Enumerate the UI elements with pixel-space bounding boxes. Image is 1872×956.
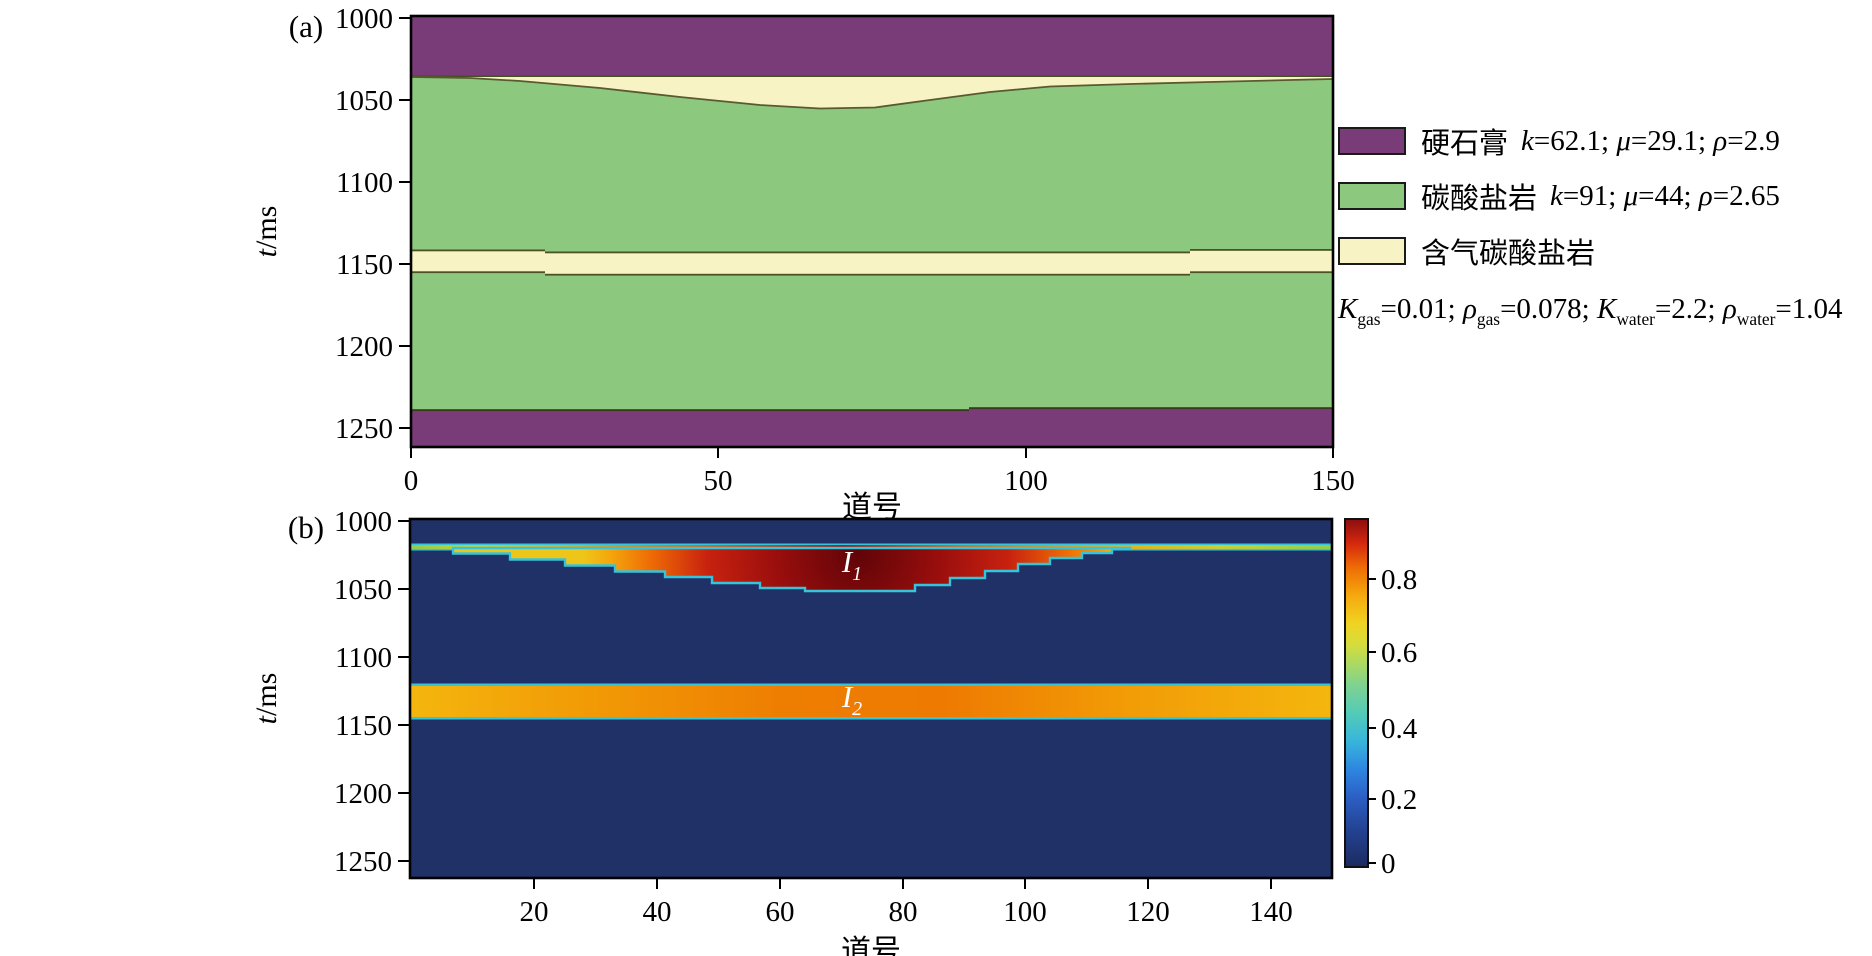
bottom-interface-line xyxy=(411,409,969,412)
panel-a-ytick-label: 1150 xyxy=(336,249,393,281)
panel-b-xtick-label: 60 xyxy=(766,896,795,928)
band-bottom-line xyxy=(545,273,1190,276)
colorbar-tick-label: 0.4 xyxy=(1381,713,1418,745)
panel-a-ytick-label: 1100 xyxy=(336,167,393,199)
colorbar-tick-label: 0.8 xyxy=(1381,564,1417,596)
panel-b-xtick-label: 40 xyxy=(643,896,672,928)
colorbar: 0 0.2 0.4 0.6 0.8 xyxy=(1344,518,1418,880)
panel-a-ytick-label: 1050 xyxy=(335,85,393,117)
legend-fluid-parameters: Kgas=0.01; ρgas=0.078; Kwater=2.2; ρwate… xyxy=(1338,293,1843,329)
legend-swatch-carbonate xyxy=(1338,182,1406,210)
panel-b-ytick-label: 1150 xyxy=(335,710,392,742)
band-top-line xyxy=(545,251,1190,254)
panel-b-xtick-label: 120 xyxy=(1126,896,1170,928)
panel-b-ytick-label: 1050 xyxy=(334,574,392,606)
band-bottom-line xyxy=(1190,271,1333,274)
colorbar-tick-label: 0 xyxy=(1381,848,1396,880)
panel-b-xtick-label: 80 xyxy=(889,896,918,928)
top-interface-line xyxy=(411,75,1333,77)
legend-label-carbonate: 碳酸盐岩 xyxy=(1421,183,1538,215)
panel-b-ylabel: t/ms xyxy=(250,673,283,725)
legend-params-anhydrite: k=62.1; μ=29.1; ρ=2.9 xyxy=(1521,124,1780,157)
panel-a-ytick-label: 1250 xyxy=(335,413,393,445)
band-top-line xyxy=(411,249,545,252)
panel-b-xtick-label: 20 xyxy=(520,896,549,928)
panel-b-ytick-label: 1200 xyxy=(334,778,392,810)
panel-b-tag: (b) xyxy=(288,510,324,545)
annotation-I2: I2 xyxy=(841,679,862,720)
legend-label-gas-carbonate: 含气碳酸盐岩 xyxy=(1421,238,1596,270)
panel-a-frame xyxy=(409,14,1335,449)
anhydrite-bottom-layer xyxy=(969,408,1333,447)
panel-b-frame xyxy=(408,517,1334,880)
colorbar-tick-label: 0.2 xyxy=(1381,784,1417,816)
anhydrite-bottom-layer xyxy=(411,410,969,447)
panel-b-xtick-label: 140 xyxy=(1249,896,1293,928)
i2-band-reflection xyxy=(410,686,1332,717)
gas-layer-band xyxy=(1190,249,1333,273)
gas-wedge-base-curve xyxy=(410,76,1334,110)
panel-a-xtick-label: 100 xyxy=(1004,465,1048,497)
panel-a-xtick-label: 150 xyxy=(1311,465,1355,497)
bottom-interface-line xyxy=(969,407,1333,410)
gas-layer-band xyxy=(411,250,545,273)
panel-a-xtick-label: 50 xyxy=(704,465,733,497)
panel-a-xtick-label: 0 xyxy=(404,465,419,497)
panel-a-ytick-label: 1000 xyxy=(335,3,393,35)
panel-a-ytick-label: 1200 xyxy=(335,331,393,363)
anhydrite-top-layer xyxy=(411,16,1333,76)
legend-swatch-gas-carbonate xyxy=(1338,237,1406,265)
legend-item-anhydrite: 硬石膏 k=62.1; μ=29.1; ρ=2.9 xyxy=(1338,125,1872,160)
legend-params-carbonate: k=91; μ=44; ρ=2.65 xyxy=(1550,179,1780,212)
colorbar-tick-label: 0.6 xyxy=(1381,637,1417,669)
band-bottom-line xyxy=(411,271,545,274)
legend-item-carbonate: 碳酸盐岩 k=91; μ=44; ρ=2.65 xyxy=(1338,180,1872,215)
panel-b-xlabel: 道号 xyxy=(841,935,901,956)
panel-a-tag: (a) xyxy=(289,9,323,44)
i1-wedge-reflection xyxy=(451,546,1132,593)
panel-b-ytick-label: 1000 xyxy=(334,506,392,538)
colorbar-bar xyxy=(1344,518,1369,868)
panel-b-ytick-label: 1100 xyxy=(335,642,392,674)
legend: 硬石膏 k=62.1; μ=29.1; ρ=2.9 碳酸盐岩 k=91; μ=4… xyxy=(1338,125,1872,329)
band-top-line xyxy=(1190,249,1333,251)
gas-wedge xyxy=(411,77,1333,109)
panel-b-plot: I1 I2 1000 1050 1100 1150 1200 1250 20 40 60 80 100 1… xyxy=(250,506,1334,956)
legend-swatch-anhydrite xyxy=(1338,127,1406,155)
legend-label-anhydrite: 硬石膏 xyxy=(1421,128,1509,160)
legend-item-gas-carbonate: 含气碳酸盐岩 xyxy=(1338,237,1872,270)
panel-a-ylabel: t/ms xyxy=(250,206,283,258)
panel-b-ytick-label: 1250 xyxy=(334,846,392,878)
annotation-I1: I1 xyxy=(841,544,862,585)
panel-b-xtick-label: 100 xyxy=(1003,896,1047,928)
gas-layer-band xyxy=(545,252,1190,275)
